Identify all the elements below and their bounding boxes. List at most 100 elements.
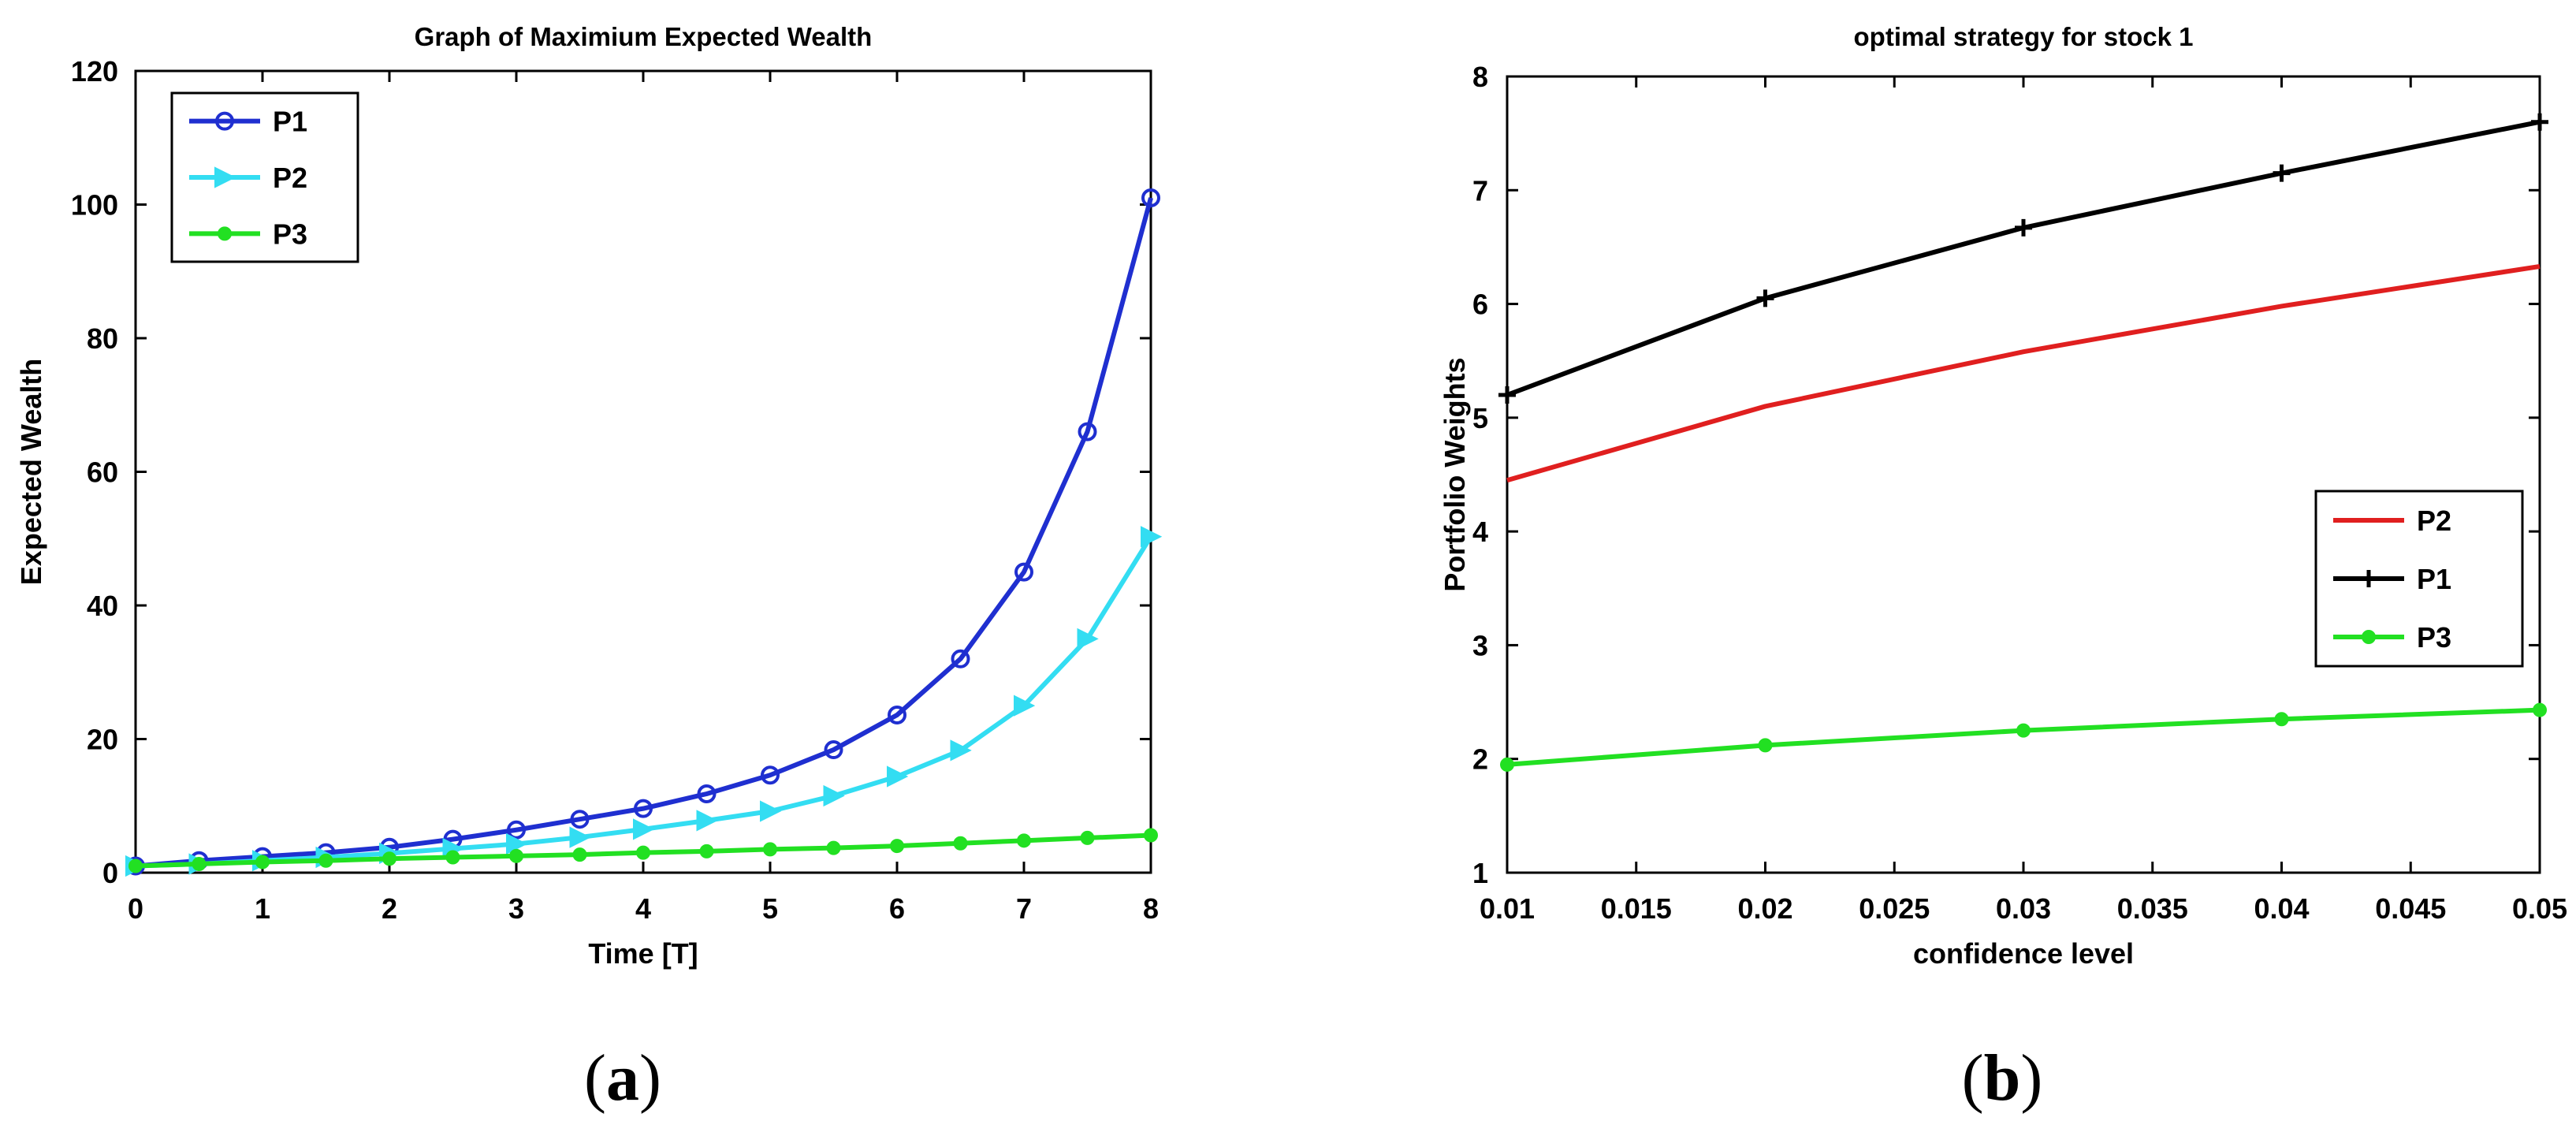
data-point xyxy=(1756,289,1774,307)
data-point xyxy=(953,836,968,851)
x-tick-label: 4 xyxy=(635,892,651,925)
x-tick-label: 0.015 xyxy=(1601,892,1672,925)
y-axis-label: Portfolio Weights xyxy=(1439,357,1471,591)
y-tick-label: 3 xyxy=(1472,629,1488,661)
data-point xyxy=(950,739,972,762)
data-point xyxy=(1017,833,1031,848)
x-tick-label: 8 xyxy=(1143,892,1159,925)
data-point xyxy=(2274,712,2289,727)
y-tick-label: 6 xyxy=(1472,289,1488,321)
data-point xyxy=(1080,830,1095,845)
data-point xyxy=(699,844,714,858)
data-point xyxy=(1141,188,1160,208)
data-point xyxy=(192,856,207,871)
y-tick-label: 60 xyxy=(87,456,118,489)
data-point xyxy=(569,826,591,848)
y-tick-label: 100 xyxy=(71,189,118,222)
chart-title: optimal strategy for stock 1 xyxy=(1854,22,2194,51)
data-point xyxy=(696,810,718,832)
plot-area xyxy=(1506,75,2541,874)
data-point xyxy=(763,842,777,857)
data-point xyxy=(2531,113,2548,131)
data-point xyxy=(507,820,526,840)
x-tick-label: 0.02 xyxy=(1737,892,1792,925)
data-point xyxy=(570,810,590,829)
data-point xyxy=(2533,702,2547,717)
y-tick-label: 5 xyxy=(1472,402,1488,434)
data-point xyxy=(824,740,843,760)
data-point xyxy=(1014,562,1033,582)
data-point xyxy=(214,166,236,188)
x-tick-label: 6 xyxy=(889,892,905,925)
x-tick-label: 0.01 xyxy=(1480,892,1535,925)
x-tick-label: 0.045 xyxy=(2375,892,2446,925)
legend-label: P3 xyxy=(273,218,307,250)
data-point xyxy=(890,839,904,854)
x-tick-label: 2 xyxy=(382,892,397,925)
y-tick-label: 0 xyxy=(102,857,118,889)
y-tick-label: 2 xyxy=(1472,743,1488,776)
legend-label: P2 xyxy=(273,162,307,194)
x-axis-label: Time [T] xyxy=(588,937,698,970)
data-point xyxy=(951,649,970,669)
data-point xyxy=(128,858,143,873)
data-point xyxy=(445,850,460,865)
data-point xyxy=(572,847,587,862)
x-tick-label: 1 xyxy=(255,892,270,925)
data-point xyxy=(1144,828,1158,843)
data-point xyxy=(1500,757,1514,772)
data-point xyxy=(506,832,528,855)
caption-letter: b xyxy=(1984,1041,2021,1115)
data-point xyxy=(2273,164,2291,182)
y-tick-label: 20 xyxy=(87,724,118,756)
data-point xyxy=(215,111,234,131)
chart-b: 0.01 0.015 0.02 0.025 0.03 0.035 0.04 0.045 0.05… xyxy=(1439,22,2567,1115)
legend-label: P1 xyxy=(2417,563,2451,595)
x-axis-label: confidence level xyxy=(1913,937,2134,970)
y-axis-label: Expected Wealth xyxy=(15,359,47,585)
y-tick-label: 80 xyxy=(87,322,118,355)
data-point xyxy=(218,226,232,241)
data-point xyxy=(760,800,782,822)
caption-letter: a xyxy=(606,1041,639,1115)
series-line-p1 xyxy=(135,197,1153,869)
x-tick-label: 3 xyxy=(508,892,524,925)
data-point xyxy=(697,784,717,803)
x-tick-label: 0.025 xyxy=(1859,892,1930,925)
data-point xyxy=(636,845,650,860)
data-point xyxy=(1498,386,1516,404)
data-point xyxy=(2016,723,2031,738)
legend-label: P2 xyxy=(2417,505,2451,537)
data-point xyxy=(826,840,841,855)
y-tick-label: 120 xyxy=(71,55,118,88)
y-tick-label: 40 xyxy=(87,590,118,622)
x-tick-label: 0.04 xyxy=(2254,892,2309,925)
data-point xyxy=(888,705,906,724)
x-tick-label: 0.035 xyxy=(2117,892,2188,925)
data-point xyxy=(887,765,909,788)
x-tick-label: 0 xyxy=(128,892,143,925)
data-point xyxy=(634,799,653,818)
legend-label: P3 xyxy=(2417,621,2451,654)
x-tick-label: 7 xyxy=(1016,892,1032,925)
x-tick-label: 5 xyxy=(762,892,778,925)
x-tick-label: 0.03 xyxy=(1996,892,2051,925)
data-point xyxy=(2360,570,2377,587)
chart-title: Graph of Maximium Expected Wealth xyxy=(415,22,873,51)
data-point xyxy=(382,851,396,866)
data-point xyxy=(1078,422,1097,441)
data-point xyxy=(1141,526,1163,548)
y-tick-label: 4 xyxy=(1472,516,1488,548)
data-point xyxy=(2015,218,2032,236)
data-point xyxy=(509,848,523,863)
figure-caption: (a) xyxy=(584,1041,661,1115)
y-tick-label: 8 xyxy=(1472,61,1488,93)
data-point xyxy=(2362,630,2376,644)
y-tick-label: 1 xyxy=(1472,857,1488,889)
data-point xyxy=(255,855,270,870)
data-point xyxy=(823,784,845,807)
data-point xyxy=(761,765,780,785)
data-point xyxy=(1758,738,1773,753)
